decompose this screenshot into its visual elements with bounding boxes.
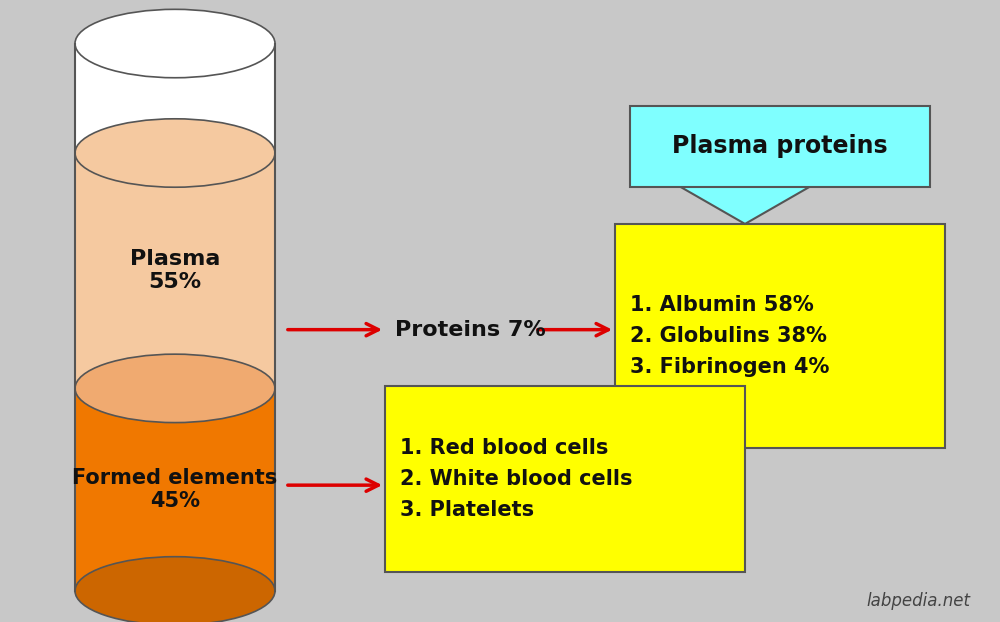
Text: Plasma
55%: Plasma 55%: [130, 249, 220, 292]
Ellipse shape: [75, 557, 275, 622]
Ellipse shape: [75, 9, 275, 78]
Text: Plasma proteins: Plasma proteins: [672, 134, 888, 158]
FancyBboxPatch shape: [385, 386, 745, 572]
FancyBboxPatch shape: [615, 224, 945, 448]
FancyBboxPatch shape: [630, 106, 930, 187]
Polygon shape: [680, 187, 810, 224]
Text: 1. Albumin 58%
2. Globulins 38%
3. Fibrinogen 4%: 1. Albumin 58% 2. Globulins 38% 3. Fibri…: [630, 295, 829, 377]
Ellipse shape: [75, 354, 275, 422]
Polygon shape: [75, 388, 275, 591]
Text: 1. Red blood cells
2. White blood cells
3. Platelets: 1. Red blood cells 2. White blood cells …: [400, 438, 633, 520]
Text: Proteins 7%: Proteins 7%: [395, 320, 546, 340]
Text: Formed elements
45%: Formed elements 45%: [72, 468, 278, 511]
Polygon shape: [75, 153, 275, 388]
Polygon shape: [75, 44, 275, 153]
Ellipse shape: [75, 119, 275, 187]
Text: labpedia.net: labpedia.net: [866, 592, 970, 610]
